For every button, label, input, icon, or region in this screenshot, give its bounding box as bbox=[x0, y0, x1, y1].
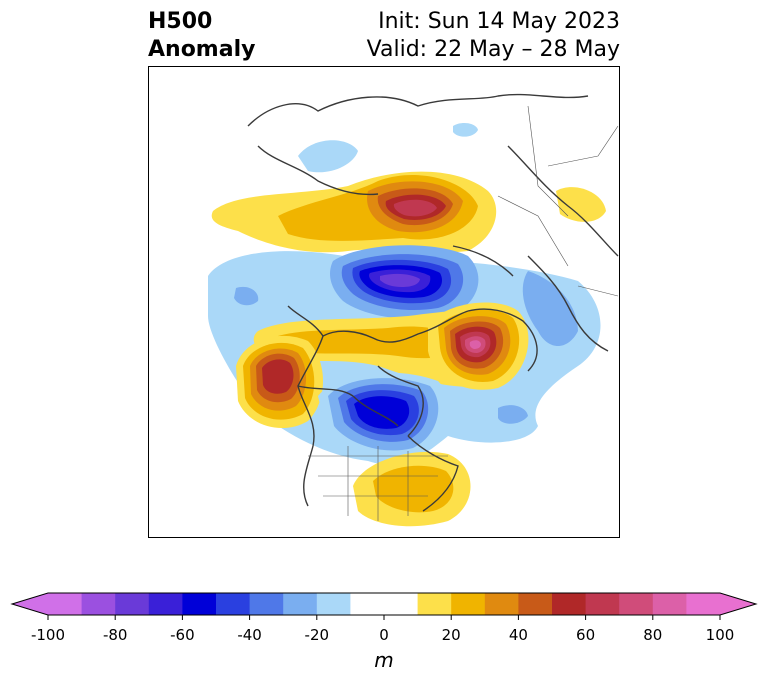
init-date: Init: Sun 14 May 2023 bbox=[378, 9, 620, 34]
anomaly-ridge-greenland-core bbox=[469, 340, 481, 349]
colorbar-tick-label: -40 bbox=[237, 626, 262, 644]
colorbar-segments bbox=[48, 593, 721, 615]
colorbar-extend-high bbox=[720, 593, 756, 615]
anomaly-map bbox=[148, 66, 620, 538]
title-left: H500 Anomaly bbox=[148, 8, 255, 64]
colorbar-segment bbox=[81, 593, 116, 615]
colorbar-segment bbox=[216, 593, 251, 615]
colorbar-segment bbox=[182, 593, 217, 615]
colorbar-tick-label: 100 bbox=[705, 626, 735, 644]
anomaly-negative-east bbox=[522, 271, 578, 346]
colorbar-tick-label: -80 bbox=[102, 626, 128, 644]
colorbar-extend-low bbox=[12, 593, 48, 615]
colorbar-segment bbox=[316, 593, 351, 615]
colorbar-segment bbox=[518, 593, 553, 615]
valid-range: Valid: 22 May – 28 May bbox=[366, 37, 620, 62]
anomaly-trough-hudson-core bbox=[354, 396, 410, 429]
colorbar-segment bbox=[48, 593, 83, 615]
colorbar-segment bbox=[652, 593, 687, 615]
colorbar-tick-label: 0 bbox=[379, 626, 389, 644]
colorbar-segment bbox=[148, 593, 183, 615]
colorbar-segment bbox=[585, 593, 620, 615]
colorbar-segment bbox=[283, 593, 318, 615]
colorbar-segment bbox=[552, 593, 587, 615]
colorbar-segment bbox=[350, 593, 419, 615]
anomaly-ridge-alaska-core bbox=[262, 359, 294, 394]
colorbar-segment bbox=[686, 593, 721, 615]
anomaly-ridge-north-peak bbox=[393, 199, 437, 217]
colorbar-segment bbox=[619, 593, 654, 615]
anomaly-negative-top bbox=[453, 122, 478, 137]
anomaly-ridge-southeast-core bbox=[373, 465, 454, 513]
anomaly-negative-west bbox=[234, 286, 259, 306]
colorbar-tick-label: -60 bbox=[170, 626, 195, 644]
colorbar-unit-label: m bbox=[374, 648, 394, 672]
anomaly-ridge-northeast bbox=[556, 187, 606, 222]
colorbar-tick-label: -100 bbox=[30, 626, 66, 644]
title-variable: H500 bbox=[148, 9, 213, 34]
colorbar-tick-label: 60 bbox=[576, 626, 596, 644]
colorbar-tick-label: 20 bbox=[441, 626, 461, 644]
coastlines bbox=[247, 93, 619, 512]
map-frame bbox=[148, 66, 620, 538]
colorbar-segment bbox=[451, 593, 486, 615]
colorbar-tick-label: 80 bbox=[643, 626, 663, 644]
colorbar-segment bbox=[417, 593, 452, 615]
colorbar-segment bbox=[249, 593, 284, 615]
anomaly-negative-southeast bbox=[498, 405, 528, 424]
colorbar-segment bbox=[484, 593, 519, 615]
title-anomaly: Anomaly bbox=[148, 37, 256, 62]
anomaly-trough-arctic-core bbox=[380, 273, 420, 287]
title-right: Init: Sun 14 May 2023 Valid: 22 May – 28… bbox=[367, 8, 620, 64]
colorbar bbox=[10, 592, 758, 620]
colorbar-tick-label: -20 bbox=[304, 626, 330, 644]
colorbar-segment bbox=[115, 593, 150, 615]
colorbar-tick-label: 40 bbox=[508, 626, 528, 644]
anomaly-negative-north bbox=[298, 140, 358, 173]
political-borders bbox=[308, 105, 619, 521]
